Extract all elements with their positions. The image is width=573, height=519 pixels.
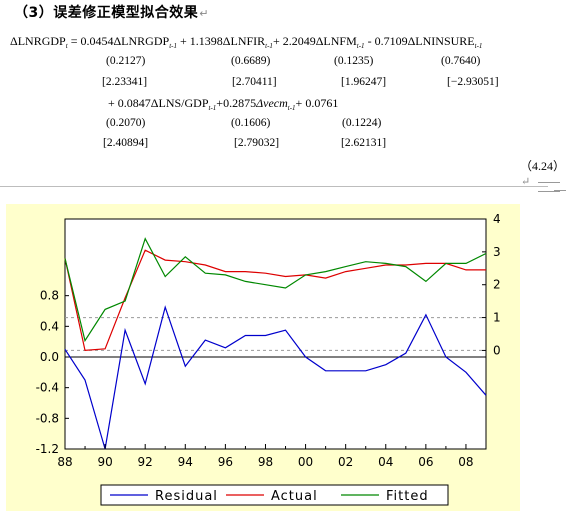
page-rule: [0, 186, 548, 187]
right-tick-label: 2: [493, 278, 501, 292]
equation-line-1: ΔLNRGDPt = 0.0454ΔLNRGDPt-1 + 1.1398ΔLNF…: [10, 34, 482, 50]
se-value: (0.6689): [231, 55, 271, 67]
term-op: +: [295, 96, 303, 110]
t-value: [2.62131]: [341, 137, 387, 149]
x-tick-label: 02: [338, 455, 353, 469]
residual-actual-fitted-chart: 0.8 0.4 0.0 -0.4 -0.8 -1.2 4 3 2 1 0 88 90 92 94 96 98…: [6, 204, 520, 511]
se-value: (0.1224): [342, 117, 382, 129]
term-var: ΔLNFM: [315, 34, 357, 48]
legend-label-residual: Residual: [155, 489, 218, 504]
term-sub: t-1: [474, 42, 483, 50]
section-heading: （3）误差修正模型拟合效果↵: [14, 5, 209, 21]
term-var: ΔLNRGDP: [113, 34, 170, 48]
left-tick-label: 0.4: [40, 319, 59, 333]
t-value: [1.96247]: [341, 76, 387, 88]
x-tick-label: 98: [258, 455, 273, 469]
t-value: [−2.93051]: [447, 76, 499, 88]
t-value: [2.70411]: [232, 76, 277, 88]
left-tick-label: 0.0: [40, 350, 59, 364]
term-op: -: [367, 34, 372, 48]
series-residual-line: [64, 305, 487, 450]
equation-line-2: + 0.0847ΔLNS/GDPt-1+0.2875Δvecmt-1+ 0.07…: [108, 96, 338, 112]
right-tick-label: 1: [493, 311, 501, 325]
term-sub: t-1: [265, 42, 273, 50]
margin-marker: [554, 190, 566, 199]
term-op: +: [216, 96, 224, 110]
term-coef: 1.1398: [189, 34, 223, 48]
term-op: +: [108, 96, 115, 110]
term-sub: t-1: [208, 104, 217, 112]
term-coef: 0.7109: [374, 34, 408, 48]
term-sub: t-1: [169, 42, 177, 50]
x-tick-label: 06: [418, 455, 433, 469]
x-tick-label: 90: [97, 455, 112, 469]
se-value: (0.7640): [441, 55, 481, 67]
x-tick-label: 88: [57, 455, 72, 469]
term-coef: 0.2875: [223, 96, 257, 110]
equation-number: （4.24）↵: [520, 159, 566, 188]
term-coef: 0.0454: [80, 34, 114, 48]
term-op: +: [179, 34, 187, 48]
x-tick-label: 96: [218, 455, 233, 469]
x-tick-label: 94: [178, 455, 193, 469]
term-coef: 0.0847: [117, 96, 151, 110]
x-tick-label: 92: [138, 455, 153, 469]
series-fitted-line: [64, 237, 487, 343]
plot-area: [64, 218, 487, 450]
left-tick-label: -0.8: [36, 411, 59, 425]
term-sub: t-1: [287, 104, 296, 112]
legend: Residual Actual Fitted: [100, 484, 449, 506]
se-value: (0.2127): [106, 55, 146, 67]
term-coef: 0.0761: [305, 96, 339, 110]
se-value: (0.1606): [231, 117, 271, 129]
term-var: ΔLNFIR: [222, 34, 266, 48]
equation-lhs-sub: t: [65, 42, 68, 50]
term-var: Δvecm: [256, 96, 288, 110]
se-value: (0.2070): [106, 117, 146, 129]
equation-equals: =: [70, 34, 78, 48]
term-var: ΔLNS/GDP: [150, 96, 209, 110]
left-tick-label: -0.4: [36, 381, 59, 395]
legend-box: [100, 484, 449, 506]
term-sub: t-1: [356, 42, 365, 50]
left-tick-label: -1.2: [36, 442, 59, 456]
term-coef: 2.2049: [282, 34, 316, 48]
right-tick-label: 0: [493, 343, 501, 357]
right-tick-label: 4: [493, 212, 501, 226]
term-op: +: [272, 34, 280, 48]
right-tick-label: 3: [493, 245, 501, 259]
t-value: [2.79032]: [234, 137, 280, 149]
x-tick-label: 08: [458, 455, 473, 469]
margin-marker: [538, 182, 560, 192]
term-var: ΔLNINSURE: [407, 34, 475, 48]
t-value: [2.40894]: [103, 137, 149, 149]
t-value: [2.23341]: [102, 76, 148, 88]
legend-label-fitted: Fitted: [386, 489, 429, 504]
se-value: (0.1235): [334, 55, 374, 67]
series-actual-line: [64, 249, 486, 352]
left-tick-label: 0.8: [40, 289, 59, 303]
x-tick-label: 04: [378, 455, 393, 469]
equation-lhs: ΔLNRGDP: [10, 34, 66, 48]
legend-label-actual: Actual: [271, 489, 318, 504]
x-tick-label: 00: [298, 455, 313, 469]
